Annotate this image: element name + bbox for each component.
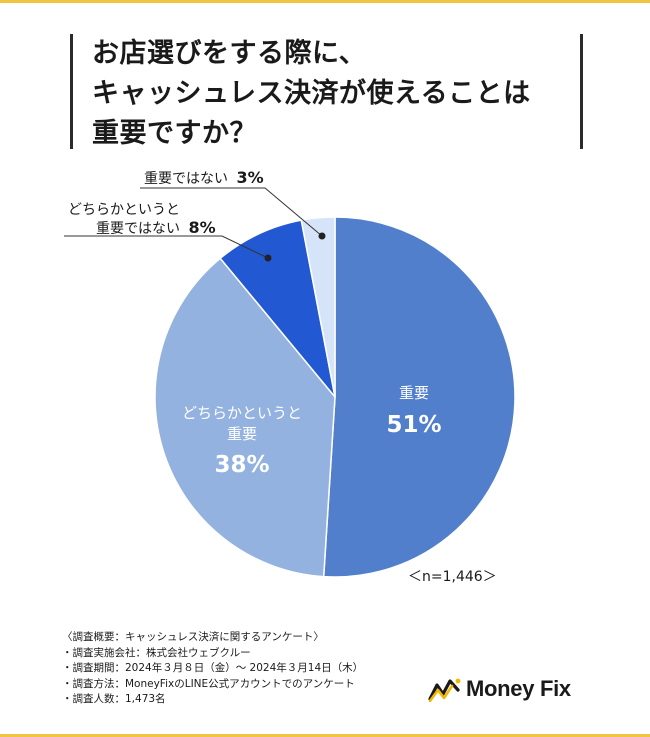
chart-title-line3: 重要ですか？	[92, 118, 257, 149]
logo-text: Money Fix	[466, 676, 571, 701]
label-not-important-value: 3%	[236, 168, 263, 187]
note-line: ・調査人数：1,473名	[62, 693, 166, 705]
slice-somewhat-important	[154, 257, 336, 578]
note-line: ・調査方法：MoneyFixのLINE公式アカウントでのアンケート	[62, 677, 355, 690]
label-somewhat-important-line1: どちらかというと	[182, 404, 302, 422]
note-line: ・調査実施会社：株式会社ウェブクルー	[62, 646, 251, 659]
label-important-value: 51%	[386, 412, 441, 438]
label-somewhat-not-important-line1: どちらかというと	[68, 202, 180, 218]
label-somewhat-not-important-line2: 重要ではない 8%	[96, 218, 216, 237]
leader-line-not-important	[140, 187, 323, 237]
survey-notes: 〈調査概要：キャッシュレス決済に関するアンケート〉 ・調査実施会社：株式会社ウェ…	[62, 630, 363, 708]
note-line: 〈調査概要：キャッシュレス決済に関するアンケート〉	[62, 631, 324, 643]
sample-size: ＜n=1,446＞	[408, 569, 497, 585]
label-somewhat-important-value: 38%	[214, 452, 269, 478]
top-border	[0, 0, 650, 3]
label-somewhat-not-important-value: 8%	[188, 218, 215, 237]
moneyfix-logo-icon	[428, 678, 461, 702]
slice-important	[322, 216, 516, 578]
chart-title-line2: キャッシュレス決済が使えることは	[92, 78, 531, 109]
chart-title-line1: お店選びをする際に、	[92, 38, 367, 69]
slice-not-important	[300, 216, 336, 398]
label-not-important-name: 重要ではない	[144, 171, 228, 187]
label-not-important: 重要ではない 3%	[144, 168, 264, 187]
note-line: ・調査期間：2024年３月８日（金）〜 2024年３月14日（木）	[62, 662, 364, 674]
moneyfix-logo: Money Fix	[428, 676, 571, 702]
title-bracket-left	[70, 34, 73, 149]
leader-dot-not-important	[318, 232, 326, 240]
title-bracket-right	[580, 34, 583, 149]
chart-title: お店選びをする際に、 キャッシュレス決済が使えることは 重要ですか？	[92, 34, 572, 154]
bottom-border	[0, 734, 650, 737]
label-important-name: 重要	[399, 384, 429, 402]
leader-line-somewhat-not-important	[64, 235, 269, 259]
pie-slices	[154, 216, 516, 578]
label-somewhat-not-important-name: 重要ではない	[96, 221, 180, 237]
leader-dot-somewhat-not-important	[264, 254, 272, 262]
slice-somewhat-not-important	[219, 219, 336, 398]
label-somewhat-important-line2: 重要	[227, 425, 257, 443]
